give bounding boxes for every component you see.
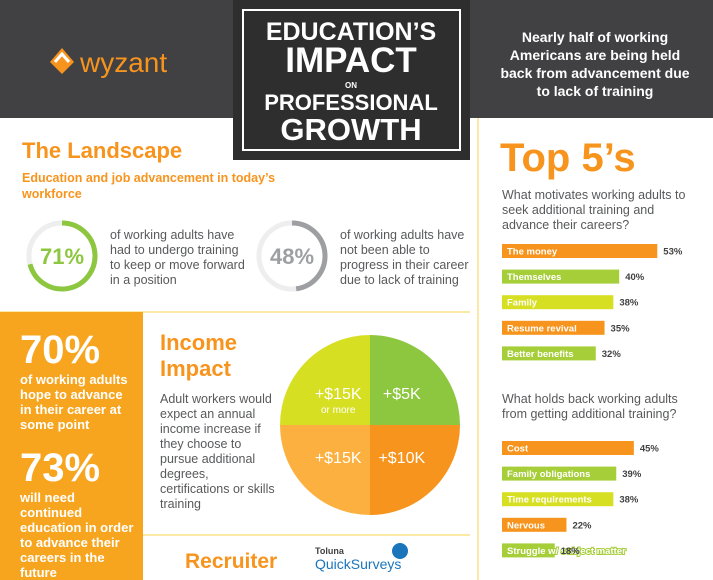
question: What motivates working adults to seek ad… (502, 188, 686, 232)
bar (502, 269, 620, 284)
title-line: ON (345, 81, 357, 90)
highlight-panel (0, 312, 143, 580)
logo-icon (53, 51, 71, 63)
value-label: 40% (625, 272, 645, 283)
ring-arc (291, 220, 328, 292)
section-title: Income (160, 330, 238, 355)
tagline: Nearly half of working Americans are bei… (500, 29, 690, 99)
ring-arc (27, 220, 98, 292)
title-line: IMPACT (285, 41, 417, 80)
value-label: 32% (602, 349, 622, 360)
value-label: 38% (619, 495, 639, 506)
brand: wyzant (79, 47, 167, 78)
stat-text: of working adults have had to undergo tr… (110, 228, 245, 287)
logo-icon (50, 48, 74, 74)
title-box (233, 0, 470, 160)
section-title: Impact (160, 356, 231, 381)
sponsor: Recruiter (185, 550, 277, 573)
bar-label: Cost (507, 444, 529, 455)
section-title: The Landscape (22, 138, 183, 163)
stat-text: of working adults have not been able to … (340, 228, 469, 287)
income-text: Adult workers would expect an annual inc… (160, 392, 275, 511)
pie-slice (280, 335, 370, 425)
value-label: 35% (611, 323, 631, 334)
slice-note: or more (321, 405, 356, 416)
slice-label: +$10K (378, 450, 425, 467)
bar (502, 441, 634, 455)
slice-label: +$5K (383, 386, 421, 403)
highlight-text: will need continued education in order t… (20, 490, 134, 580)
bar (502, 543, 555, 558)
sponsor: QuickSurveys (315, 556, 401, 572)
sponsor-icon (392, 543, 408, 559)
bar (502, 320, 605, 335)
top5-title: Top 5’s (500, 136, 636, 180)
bar (502, 244, 658, 258)
ring-label: 48% (270, 244, 314, 269)
value-label: 38% (619, 298, 639, 309)
value-label: 22% (572, 520, 592, 531)
question: What holds back working adults from gett… (502, 392, 678, 421)
value-label: 18% (561, 546, 581, 557)
pie-slice (370, 335, 460, 425)
highlight-figure: 73% (20, 446, 101, 490)
title-line: GROWTH (280, 112, 421, 147)
bar-label: Time requirements (507, 495, 592, 506)
title-line: EDUCATION’S (266, 18, 436, 46)
title-line: PROFESSIONAL (264, 90, 438, 115)
bar-label: Better benefits (507, 349, 574, 360)
slice-label: +$15K (315, 450, 362, 467)
bar-label: Family (507, 298, 538, 309)
bar (502, 517, 567, 532)
bar (502, 295, 614, 310)
pie-slice (280, 425, 370, 515)
ring-label: 71% (40, 244, 84, 269)
pie-slice (370, 425, 460, 515)
bar-label: Resume revival (507, 323, 577, 334)
bar-label: Themselves (507, 272, 561, 283)
sponsor: Toluna (315, 546, 345, 556)
bar-label: Nervous (507, 520, 545, 531)
bar (502, 492, 614, 507)
value-label: 53% (663, 247, 683, 258)
highlight-figure: 70% (20, 328, 101, 372)
value-label: 39% (622, 469, 642, 480)
section-subtitle: Education and job advancement in today’s… (22, 171, 276, 201)
bar (502, 466, 617, 481)
bar (502, 346, 596, 361)
bar-label: The money (507, 247, 558, 258)
bar-label: Family obligations (507, 469, 590, 480)
value-label: 45% (640, 444, 660, 455)
slice-label: +$15K (315, 386, 362, 403)
highlight-text: of working adults hope to advance in the… (20, 372, 128, 432)
title-frame (242, 9, 461, 151)
bar-label: Struggle w/ subject matter (507, 546, 626, 557)
